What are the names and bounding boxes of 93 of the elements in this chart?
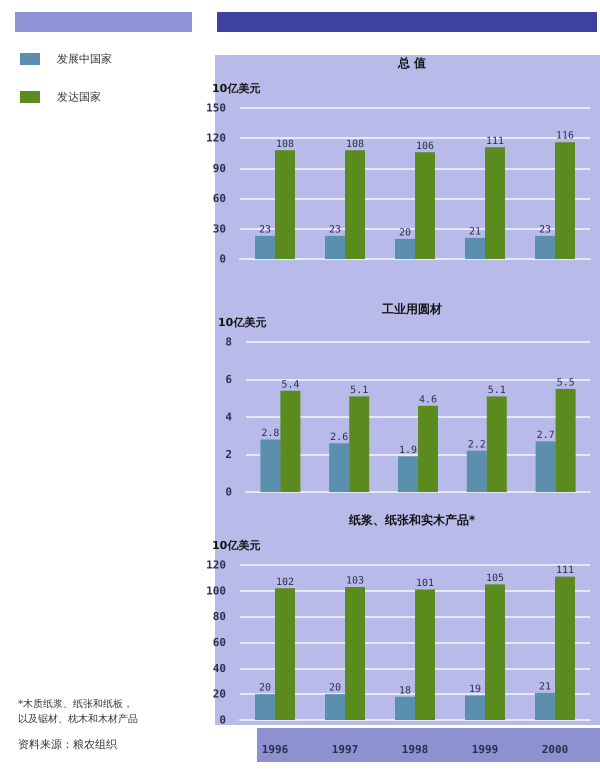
data-label: 20 [398,227,412,238]
bar [415,152,435,259]
data-label: 108 [346,138,364,150]
data-label: 5.1 [350,384,368,396]
y-axis-title: 10亿美元 [218,316,266,329]
y-tick-label: 0 [219,714,226,726]
y-tick-label: 40 [212,662,226,675]
bar [535,236,555,259]
y-tick-label: 120 [206,132,226,145]
bar [255,236,275,259]
bar [395,238,415,259]
bar [535,692,555,720]
x-tick-label: 1997 [332,743,358,756]
data-label: 2.2 [468,439,486,450]
y-tick-label: 150 [206,102,226,114]
y-tick-label: 2 [225,448,232,461]
bar [486,396,507,492]
chart-title: 纸浆、纸张和实木产品* [348,513,476,527]
y-tick-label: 80 [212,610,226,624]
data-label: 105 [486,572,504,584]
bar [395,696,415,720]
data-label: 101 [416,578,434,590]
bar [465,238,485,259]
y-tick-label: 60 [212,636,226,649]
legend-label: 发达国家 [57,90,101,104]
bar [485,584,505,720]
y-tick-label: 60 [212,192,226,206]
y-tick-label: 100 [206,584,226,598]
bar [555,576,575,720]
y-tick-label: 20 [212,688,226,701]
x-tick-label: 1999 [472,743,498,756]
bar [556,388,576,492]
bar [275,150,295,259]
y-tick-label: 120 [206,558,226,572]
chart-title: 总 值 [396,56,426,70]
data-label: 5.4 [281,379,300,390]
y-tick-label: 30 [212,222,226,236]
bar [280,390,300,492]
data-label: 106 [416,140,434,152]
data-label: 23 [328,224,342,236]
bar [325,236,345,259]
bar [275,588,295,720]
data-label: 111 [556,565,574,576]
data-label: 23 [258,224,272,236]
y-tick-label: 6 [225,373,232,386]
bar [345,150,365,259]
data-label: 21 [538,681,552,692]
chart-title: 工业用圆材 [381,302,442,316]
bar [418,406,438,492]
data-label: 19 [468,684,482,695]
x-tick-label: 1998 [402,743,428,756]
y-tick-label: 90 [212,162,226,175]
y-tick-label: 8 [225,336,232,348]
data-label: 102 [276,576,294,588]
data-label: 2.6 [330,432,348,443]
data-label: 108 [276,138,294,150]
data-label: 2.7 [536,430,555,441]
data-label: 103 [346,575,364,586]
bar [466,450,487,492]
data-label: 20 [328,682,342,694]
data-label: 18 [398,685,412,696]
bar [255,694,275,720]
data-label: 5.5 [556,377,575,388]
data-label: 116 [556,130,574,142]
data-label: 23 [538,224,552,236]
bar [465,695,485,720]
y-tick-label: 0 [219,252,226,266]
x-tick-label: 2000 [542,743,568,756]
data-label: 111 [486,136,504,147]
text: *木质纸浆、纸张和纸板，以及锯材、枕木和木材产品 [18,698,138,725]
bar [555,142,575,259]
y-axis-title: 10亿美元 [212,82,260,95]
bar [485,147,505,259]
bar [329,443,350,492]
bar [325,694,345,720]
text: 资料来源：粮农组织 [18,738,117,751]
bar [349,396,370,492]
legend-label: 发展中国家 [57,52,112,66]
y-tick-label: 4 [225,410,232,424]
data-label: 5.1 [488,384,506,396]
x-tick-label: 1996 [262,743,289,756]
data-label: 2.8 [261,428,280,439]
bar [536,441,556,492]
bar [415,590,435,720]
bar [345,586,365,720]
bar [398,456,418,492]
bar [260,440,280,492]
data-label: 20 [258,682,272,694]
data-label: 4.6 [418,394,438,406]
y-axis-title: 10亿美元 [212,539,260,552]
y-tick-label: 0 [225,486,232,498]
data-label: 1.9 [398,444,418,456]
data-label: 21 [468,226,482,238]
